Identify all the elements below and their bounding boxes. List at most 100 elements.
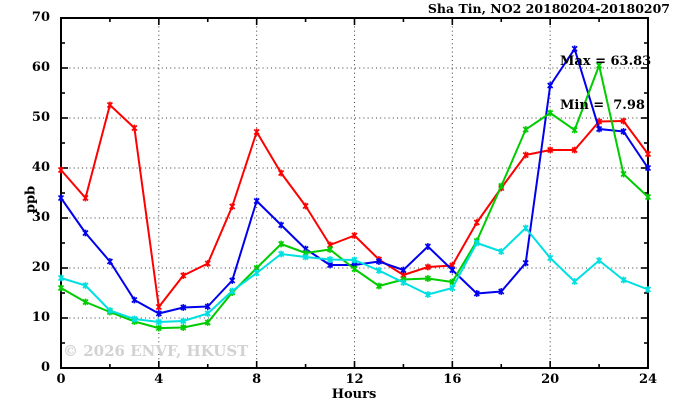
marker-blue	[473, 290, 480, 297]
marker-arm	[155, 325, 162, 332]
marker-green	[498, 182, 505, 190]
marker-red	[571, 146, 578, 154]
marker-red	[204, 260, 211, 267]
marker-cyan	[522, 224, 529, 232]
marker-arm	[375, 282, 383, 290]
marker-cyan	[131, 315, 138, 323]
marker-arm	[155, 303, 162, 311]
marker-green	[424, 275, 431, 282]
marker-arm	[400, 266, 407, 274]
marker-arm	[106, 258, 113, 265]
marker-red	[57, 166, 65, 174]
marker-arm	[229, 277, 236, 284]
marker-blue	[400, 266, 407, 274]
marker-red	[620, 117, 627, 125]
marker-arm	[620, 128, 627, 135]
marker-arm	[522, 151, 529, 159]
marker-arm	[596, 257, 603, 264]
marker-arm	[155, 318, 162, 326]
marker-arm	[375, 267, 383, 274]
marker-arm	[522, 126, 529, 133]
marker-red	[180, 272, 187, 279]
marker-arm	[253, 128, 260, 136]
watermark: © 2026 ENVF, HKUST	[63, 342, 249, 360]
marker-arm	[326, 241, 334, 249]
marker-arm	[278, 169, 285, 177]
marker-arm	[82, 282, 89, 289]
marker-arm	[498, 248, 505, 255]
marker-arm	[204, 310, 211, 317]
marker-arm	[131, 315, 138, 323]
marker-arm	[82, 229, 89, 237]
marker-green	[155, 324, 162, 332]
marker-cyan	[620, 276, 627, 284]
x-tick-label-0: 0	[56, 372, 66, 387]
marker-red	[644, 150, 652, 158]
x-tick-label-4: 4	[154, 372, 164, 387]
marker-cyan	[571, 278, 578, 285]
marker-red	[522, 151, 529, 159]
marker-arm	[131, 296, 138, 304]
marker-arm	[57, 274, 65, 282]
marker-arm	[106, 101, 113, 109]
marker-arm	[302, 202, 309, 210]
marker-blue	[229, 277, 236, 284]
y-tick-label-30: 30	[31, 210, 50, 225]
marker-arm	[547, 254, 554, 262]
marker-arm	[278, 250, 285, 258]
marker-blue	[375, 258, 383, 265]
marker-green	[375, 282, 383, 290]
marker-red	[229, 203, 236, 210]
marker-cyan	[57, 274, 65, 282]
marker-arm	[449, 284, 456, 292]
y-tick-label-70: 70	[31, 10, 50, 25]
marker-arm	[644, 164, 652, 172]
marker-arm	[424, 263, 431, 271]
marker-green	[326, 246, 334, 253]
x-tick-label-8: 8	[252, 372, 262, 387]
marker-arm	[302, 253, 309, 261]
marker-arm	[229, 287, 236, 295]
marker-arm	[180, 324, 187, 331]
marker-arm	[498, 182, 505, 190]
marker-arm	[351, 265, 358, 273]
marker-blue	[498, 288, 505, 295]
x-tick-label-16: 16	[443, 372, 462, 387]
marker-cyan	[424, 291, 431, 298]
y-tick-label-0: 0	[40, 360, 50, 375]
marker-arm	[644, 286, 652, 293]
marker-cyan	[547, 254, 554, 262]
marker-red	[82, 194, 89, 202]
y-tick-label-10: 10	[31, 310, 50, 325]
marker-blue	[522, 259, 529, 267]
marker-cyan	[351, 256, 358, 264]
marker-arm	[253, 264, 260, 272]
marker-green	[180, 324, 187, 331]
marker-cyan	[155, 318, 162, 326]
marker-arm	[180, 317, 187, 325]
marker-arm	[424, 243, 431, 250]
marker-cyan	[498, 248, 505, 255]
marker-cyan	[473, 239, 480, 247]
marker-cyan	[229, 287, 236, 295]
marker-arm	[620, 117, 627, 125]
marker-cyan	[180, 317, 187, 325]
marker-arm	[498, 288, 505, 295]
marker-arm	[131, 124, 138, 132]
marker-cyan	[204, 310, 211, 317]
marker-arm	[351, 256, 358, 264]
marker-arm	[106, 307, 113, 314]
marker-blue	[620, 128, 627, 135]
marker-green	[57, 284, 65, 292]
marker-arm	[644, 193, 652, 201]
marker-arm	[204, 260, 211, 267]
marker-arm	[571, 278, 578, 285]
marker-arm	[57, 284, 65, 292]
min-value-label: Min = 7.98	[560, 97, 645, 113]
marker-red	[351, 232, 358, 239]
marker-cyan	[106, 307, 113, 314]
marker-cyan	[253, 269, 260, 277]
marker-arm	[400, 271, 407, 279]
